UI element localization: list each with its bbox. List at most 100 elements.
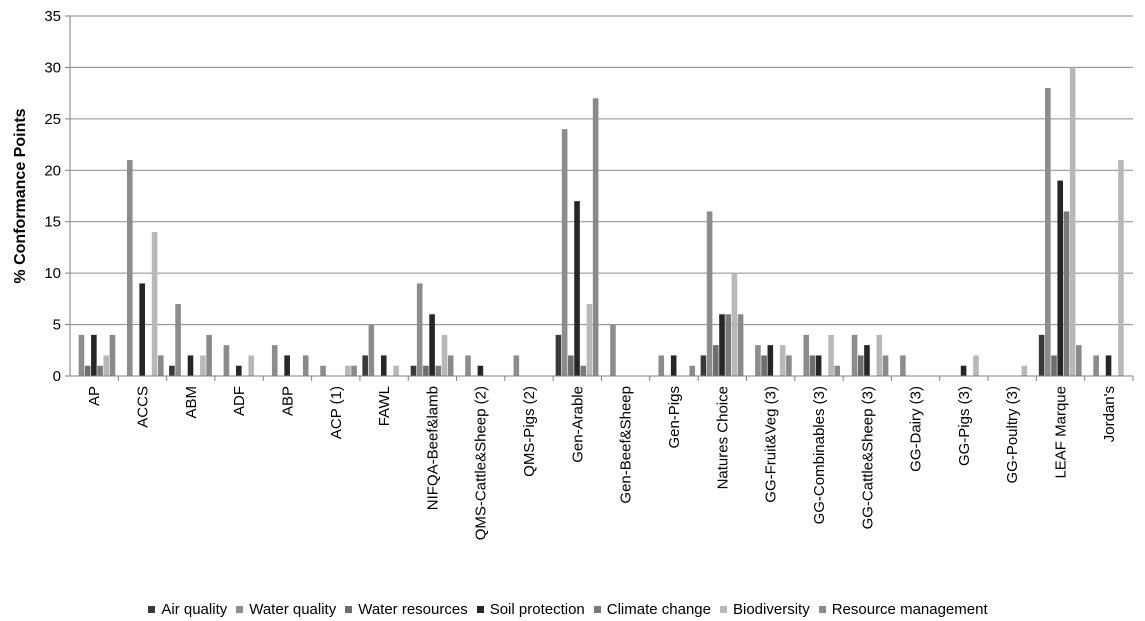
x-tick-label: Gen-Arable — [569, 386, 586, 463]
bar — [1093, 355, 1099, 376]
bar — [513, 355, 520, 376]
bar — [592, 98, 599, 377]
bar — [755, 345, 761, 376]
bar — [737, 314, 744, 376]
bar — [731, 273, 738, 376]
bar — [700, 355, 707, 376]
bar — [187, 355, 194, 376]
legend-swatch — [345, 605, 353, 613]
bar — [1051, 355, 1057, 376]
legend-label: Resource management — [831, 600, 988, 618]
bar — [1076, 345, 1082, 376]
bar — [712, 345, 719, 376]
bar — [78, 334, 85, 376]
legend-item: Biodiversity — [720, 601, 810, 618]
bar — [126, 160, 133, 376]
bar — [555, 334, 562, 376]
legend-swatch — [818, 605, 826, 613]
bar — [320, 365, 326, 376]
bar — [586, 304, 593, 376]
legend-item: Climate change — [593, 600, 711, 618]
bar — [851, 334, 858, 376]
bar — [761, 355, 767, 376]
bar — [900, 355, 906, 376]
legend-swatch — [148, 605, 156, 613]
legend-label: Biodiversity — [733, 600, 810, 618]
x-tick-label: FAWL — [376, 386, 393, 426]
y-tick-label: 35 — [44, 8, 61, 25]
bar — [610, 324, 616, 376]
bar — [84, 365, 91, 376]
bar — [368, 324, 375, 376]
x-tick-label: GG-Combinables (3) — [811, 386, 828, 524]
bar — [568, 355, 574, 376]
bar — [103, 355, 110, 376]
bar — [302, 355, 309, 376]
bar — [809, 355, 816, 376]
y-tick-label: 15 — [44, 214, 61, 231]
bar — [435, 365, 442, 376]
bar — [706, 211, 713, 376]
bar — [97, 365, 103, 376]
bar — [206, 334, 212, 376]
bar — [973, 355, 979, 376]
bar — [574, 201, 580, 376]
axes: 0 5 10 15 20 25 30 35 AP ACCS ABM ADF ABP ACP (1) FAWL… — [44, 8, 1134, 540]
bar — [429, 314, 435, 376]
legend-item: Resource management — [818, 600, 988, 618]
x-tick-label: NIFQA-Beef&lamb — [424, 386, 441, 510]
y-tick-label: 0 — [53, 368, 61, 385]
x-tick-label: Natures Choice — [714, 386, 731, 489]
x-tick-label: LEAF Marque — [1053, 386, 1070, 479]
bar — [441, 334, 448, 376]
bar — [882, 355, 889, 376]
bar — [815, 355, 822, 376]
y-tick-label: 25 — [44, 111, 61, 128]
bar — [658, 355, 665, 376]
x-tick-label: ADF — [231, 386, 248, 416]
y-axis-label: % Conformance Points — [12, 108, 29, 283]
bar — [857, 355, 864, 376]
legend-swatch — [593, 605, 601, 613]
bar — [248, 355, 255, 376]
y-tick-label: 30 — [44, 59, 61, 76]
x-tick-label: GG-Fruit&Veg (3) — [763, 386, 780, 503]
legend-swatch — [720, 605, 727, 613]
legend-item: Water quality — [236, 601, 336, 618]
x-tick-label: Gen-Beef&Sheep — [618, 386, 635, 504]
x-tick-label: GG-Pigs (3) — [956, 386, 973, 466]
x-tick-label: GG-Dairy (3) — [908, 386, 925, 472]
bar — [139, 283, 145, 376]
x-tick-label: AP — [86, 386, 103, 406]
bar — [200, 355, 206, 376]
bar — [719, 314, 725, 376]
legend-label: Climate change — [606, 600, 711, 618]
bar — [271, 345, 278, 376]
bars — [78, 67, 1124, 377]
bar — [351, 365, 357, 376]
bar — [416, 283, 423, 376]
x-tick-label: Gen-Pigs — [666, 386, 683, 449]
bar — [1021, 365, 1028, 376]
x-tick-label: ABM — [183, 386, 200, 419]
bar — [447, 355, 454, 376]
bar — [786, 355, 792, 376]
x-tick-label: ACP (1) — [328, 386, 345, 439]
bar — [393, 365, 399, 376]
bar — [169, 365, 175, 376]
y-tick-label: 10 — [44, 265, 61, 282]
bar — [561, 129, 568, 376]
x-tick-label: GG-Poultry (3) — [1004, 386, 1021, 484]
bar — [345, 365, 351, 376]
x-tick-label: ACCS — [134, 386, 151, 428]
bar — [580, 365, 587, 376]
legend-swatch — [236, 605, 244, 613]
bar — [1038, 334, 1045, 376]
y-tick-label: 20 — [44, 162, 61, 179]
bar — [828, 334, 834, 376]
legend-label: Soil protection — [489, 600, 585, 618]
bar — [779, 345, 786, 376]
bar — [689, 365, 696, 376]
bar — [1105, 355, 1112, 376]
bar — [236, 365, 242, 376]
